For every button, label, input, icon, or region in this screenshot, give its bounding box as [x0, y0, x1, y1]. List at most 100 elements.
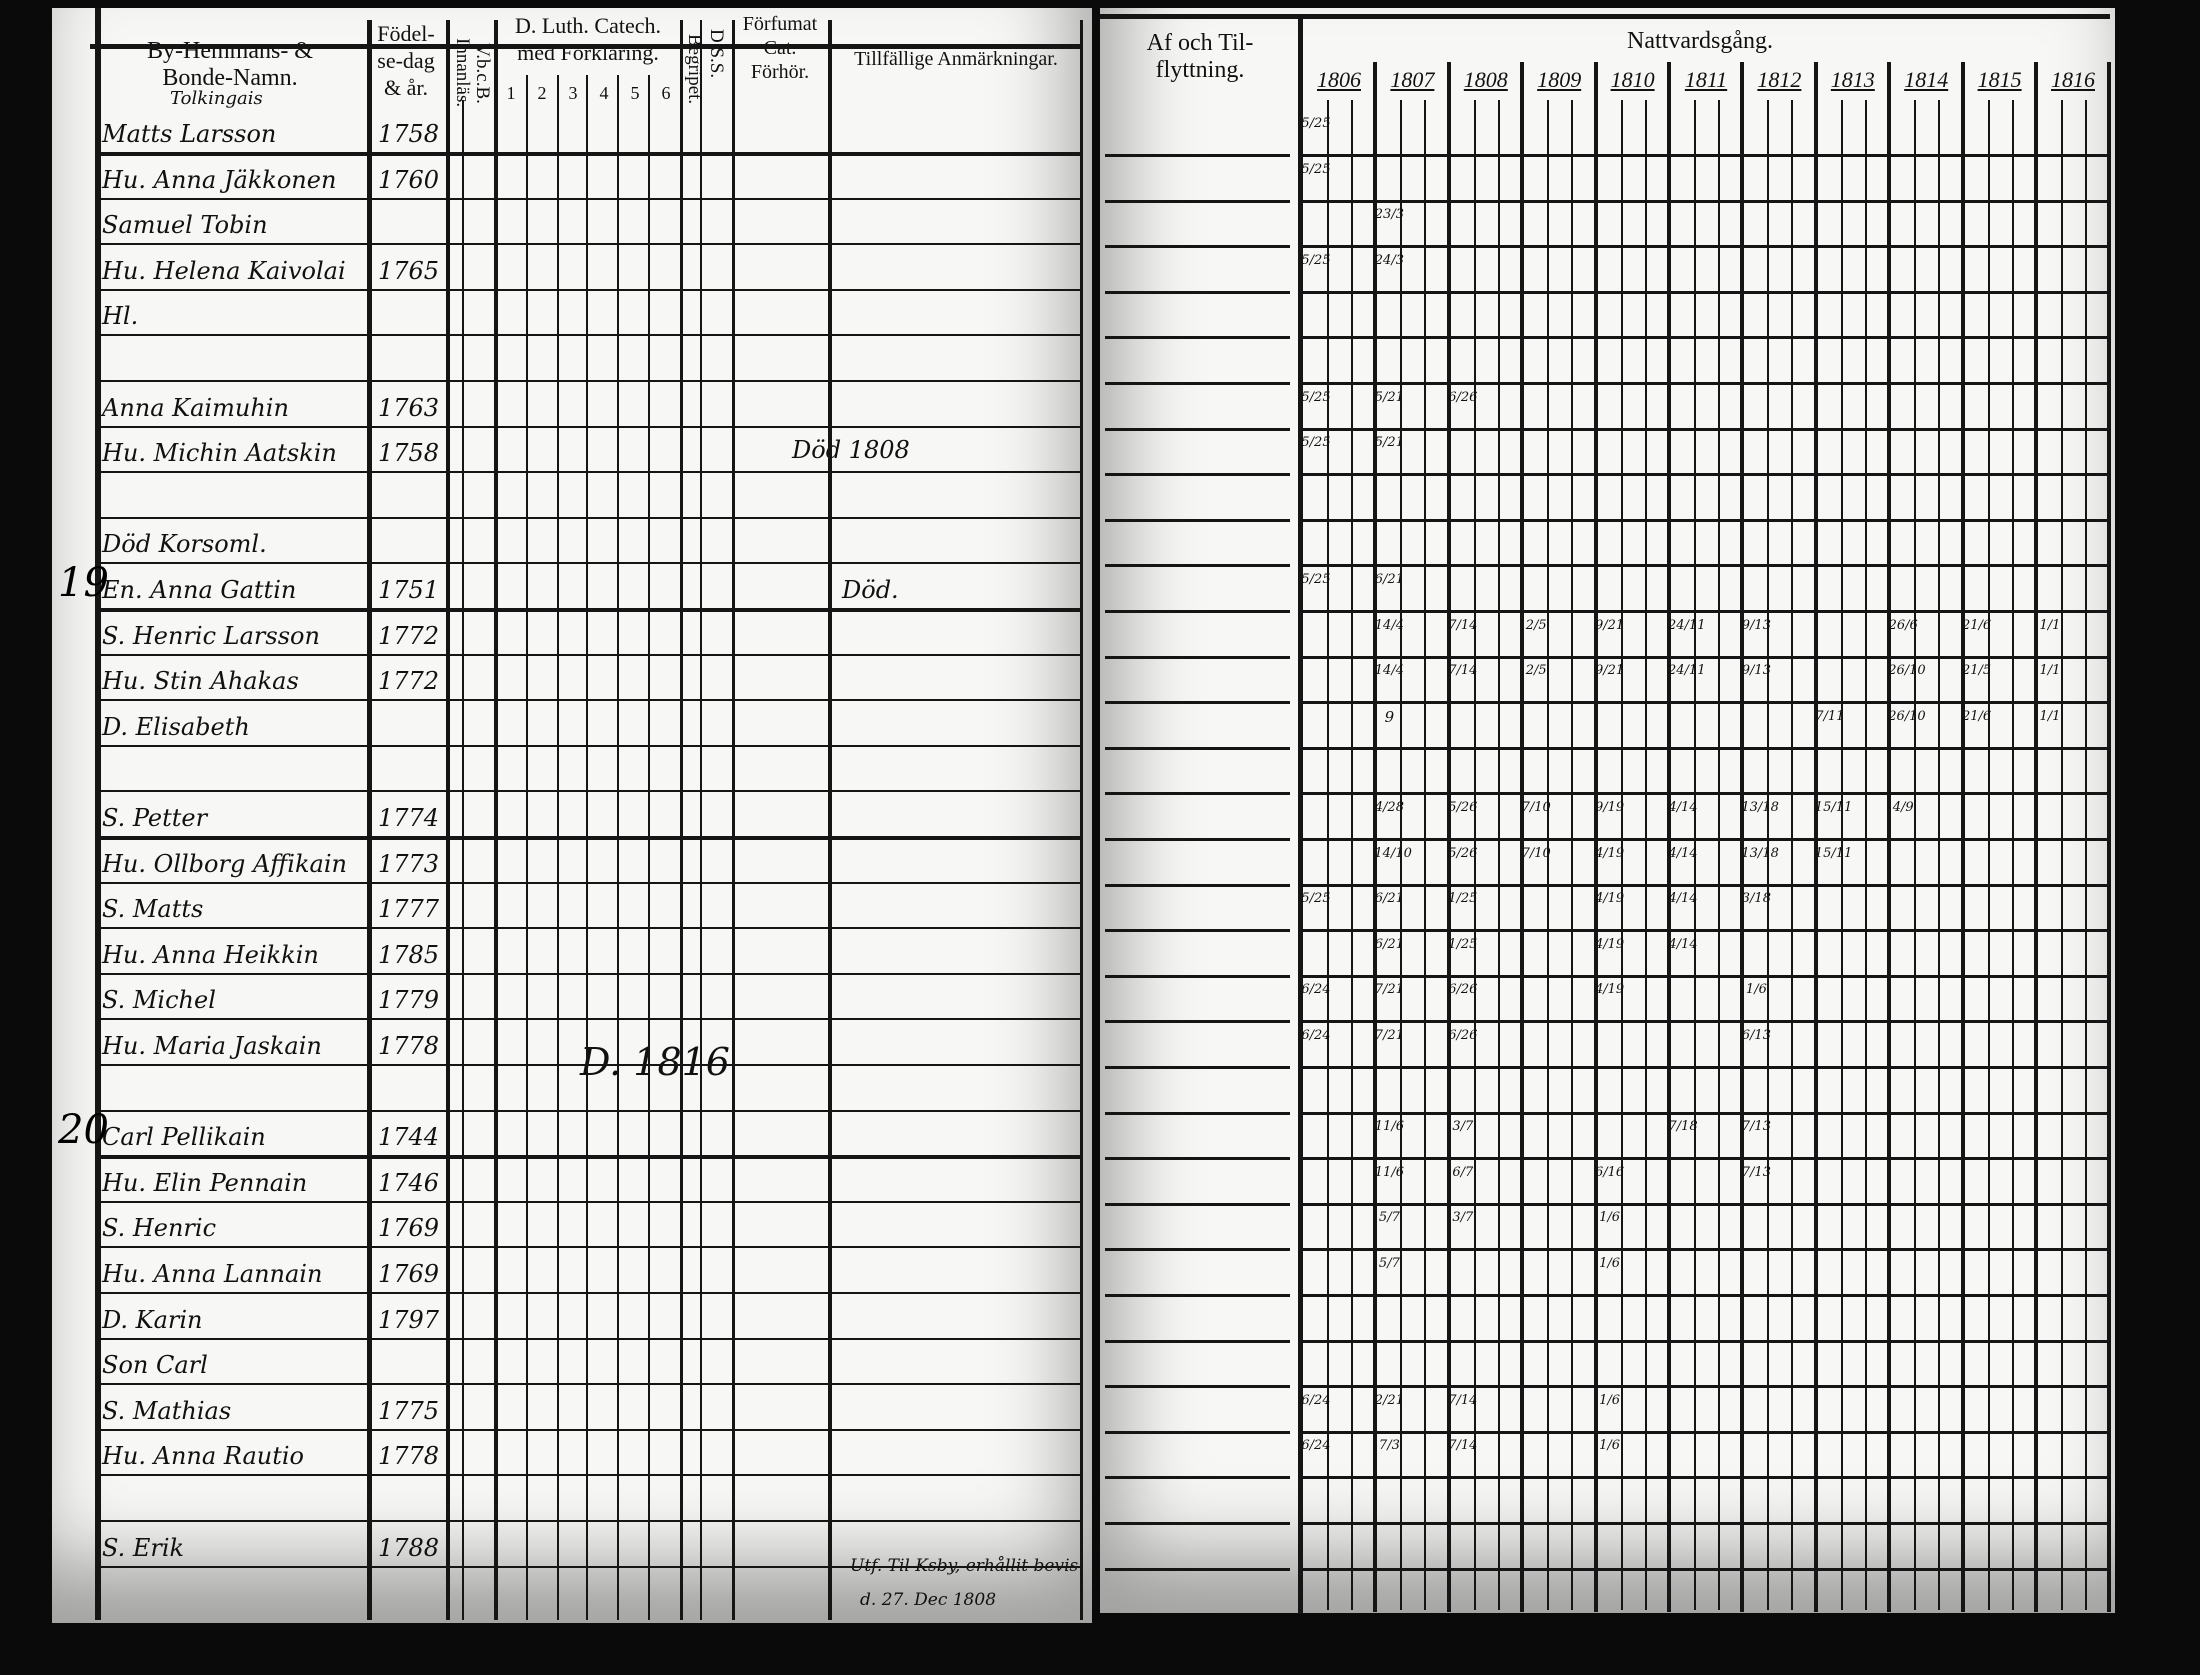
communion-entry: 4/14 [1668, 891, 1698, 907]
communion-entry: 26/6 [1888, 617, 1918, 633]
communion-entry: 7/11 [1815, 708, 1845, 724]
communion-entry: 7/21 [1374, 982, 1404, 998]
communion-entry: 24/11 [1668, 663, 1706, 679]
column-line [462, 100, 464, 1620]
year-header: 1807 [1390, 67, 1435, 92]
row-line-communion [1298, 974, 2108, 978]
sub-column-line [1351, 100, 1353, 1610]
communion-entry: 6/16 [1594, 1164, 1625, 1180]
communion-entry: 23/3 [1374, 207, 1404, 223]
communion-entry: 9/13 [1741, 663, 1771, 679]
remark-death: Död. [842, 576, 899, 604]
header-dss: D.S.S. [706, 29, 727, 79]
birth-year: 1751 [378, 576, 440, 604]
sub-column-line [1840, 100, 1843, 1610]
communion-entry: 7/14 [1448, 663, 1478, 679]
communion-entry: 1/6 [1599, 1256, 1621, 1271]
year-header: 1806 [1317, 67, 1361, 92]
communion-entry: 9/21 [1594, 663, 1625, 679]
communion-entry: 5/25 [1301, 891, 1331, 907]
sub-column-line [1620, 100, 1623, 1610]
bottom-note-2: d. 27. Dec 1808 [860, 1590, 997, 1610]
person-name: S. Matts [102, 895, 204, 924]
sub-column-line [1767, 100, 1770, 1610]
row-line-moving [1105, 564, 1290, 568]
row-line-moving [1105, 1476, 1290, 1480]
catechism-part-number: 2 [537, 83, 547, 103]
year-header: 1813 [1830, 67, 1875, 92]
row-line-communion [1298, 1294, 2108, 1297]
person-name: Hu. Stin Ahakas [102, 667, 299, 696]
communion-entry: 2/21 [1374, 1392, 1404, 1408]
row-line-moving [1105, 1020, 1290, 1024]
header-birth: Födel-se-dag & år. [377, 21, 435, 100]
row-line-communion [1298, 929, 2108, 933]
communion-entry: 6/26 [1448, 1028, 1478, 1043]
row-line-moving [1105, 382, 1290, 385]
person-name: S. Michel [102, 986, 216, 1015]
sub-column-line [2061, 100, 2063, 1610]
header-top-line [1100, 14, 2110, 19]
communion-entry: 6/24 [1301, 1028, 1331, 1043]
birth-year: 1758 [378, 439, 440, 468]
catechism-part-number: 6 [661, 83, 671, 103]
year-header: 1814 [1904, 67, 1949, 92]
communion-entry: 7/18 [1668, 1119, 1698, 1135]
sub-column-line [1987, 100, 1990, 1610]
communion-entry: 5/26 [1448, 845, 1478, 861]
right-register-page [1100, 8, 2115, 1613]
communion-entry: 21/5 [1961, 663, 1992, 679]
year-header: 1810 [1610, 67, 1655, 92]
person-name: Hu. Anna Heikkin [102, 940, 319, 969]
communion-entry: 6/24 [1301, 982, 1331, 998]
person-name: Hu. Michin Aatskin [102, 439, 337, 468]
communion-entry: 4/19 [1594, 845, 1625, 861]
communion-entry: 13/18 [1741, 845, 1779, 861]
row-line-moving [1105, 655, 1290, 659]
birth-year: 1778 [378, 1442, 440, 1471]
row-line-communion [1298, 1157, 2108, 1161]
catechism-part-number: 4 [599, 83, 609, 103]
row-line-communion [1298, 382, 2108, 385]
row-line-communion [1298, 245, 2108, 249]
birth-year: 1775 [378, 1396, 440, 1425]
row-line-communion [1298, 1248, 2108, 1252]
person-name: Hl. [102, 302, 139, 331]
birth-year: 1779 [378, 986, 440, 1015]
row-line-moving [1105, 518, 1290, 522]
communion-entry: 14/10 [1374, 845, 1412, 861]
birth-year: 1785 [378, 940, 440, 969]
row-line-communion [1298, 1430, 2108, 1434]
communion-entry: 24/11 [1668, 617, 1706, 633]
communion-entry: 4/19 [1594, 982, 1625, 998]
communion-entry: 5/25 [1301, 572, 1331, 587]
year-header: 1815 [1977, 67, 2022, 92]
sub-column-line [1473, 100, 1476, 1610]
communion-entry: 9 [1384, 707, 1395, 726]
column-line [732, 20, 735, 1620]
column-line [446, 20, 450, 1620]
communion-entry: 5/7 [1378, 1256, 1400, 1271]
communion-entry: 7/10 [1521, 845, 1551, 861]
communion-entry: 7/14 [1448, 1438, 1478, 1454]
sub-column-line [1400, 100, 1403, 1610]
communion-entry: 4/9 [1892, 800, 1914, 815]
communion-entry: 5/25 [1301, 389, 1331, 405]
communion-entry: 5/25 [1301, 252, 1331, 268]
row-line-moving [1105, 427, 1290, 431]
birth-year: 1763 [378, 393, 440, 422]
sub-column-line [1571, 100, 1574, 1610]
year-column-line [2034, 62, 2038, 1612]
communion-entry: 26/10 [1888, 663, 1926, 679]
communion-entry: 4/19 [1594, 891, 1625, 907]
row-line-moving [1105, 1066, 1290, 1069]
year-column-line [1520, 62, 1525, 1612]
communion-entry: 3/18 [1741, 891, 1771, 907]
birth-year: 1772 [378, 621, 440, 650]
communion-entry: 6/26 [1448, 982, 1478, 998]
person-name: Hu. Maria Jaskain [102, 1032, 322, 1060]
catechism-subcolumn-line [648, 75, 650, 1620]
communion-entry: 11/6 [1374, 1164, 1404, 1180]
communion-entry: 14/4 [1374, 617, 1404, 633]
communion-entry: 9/21 [1594, 617, 1625, 633]
